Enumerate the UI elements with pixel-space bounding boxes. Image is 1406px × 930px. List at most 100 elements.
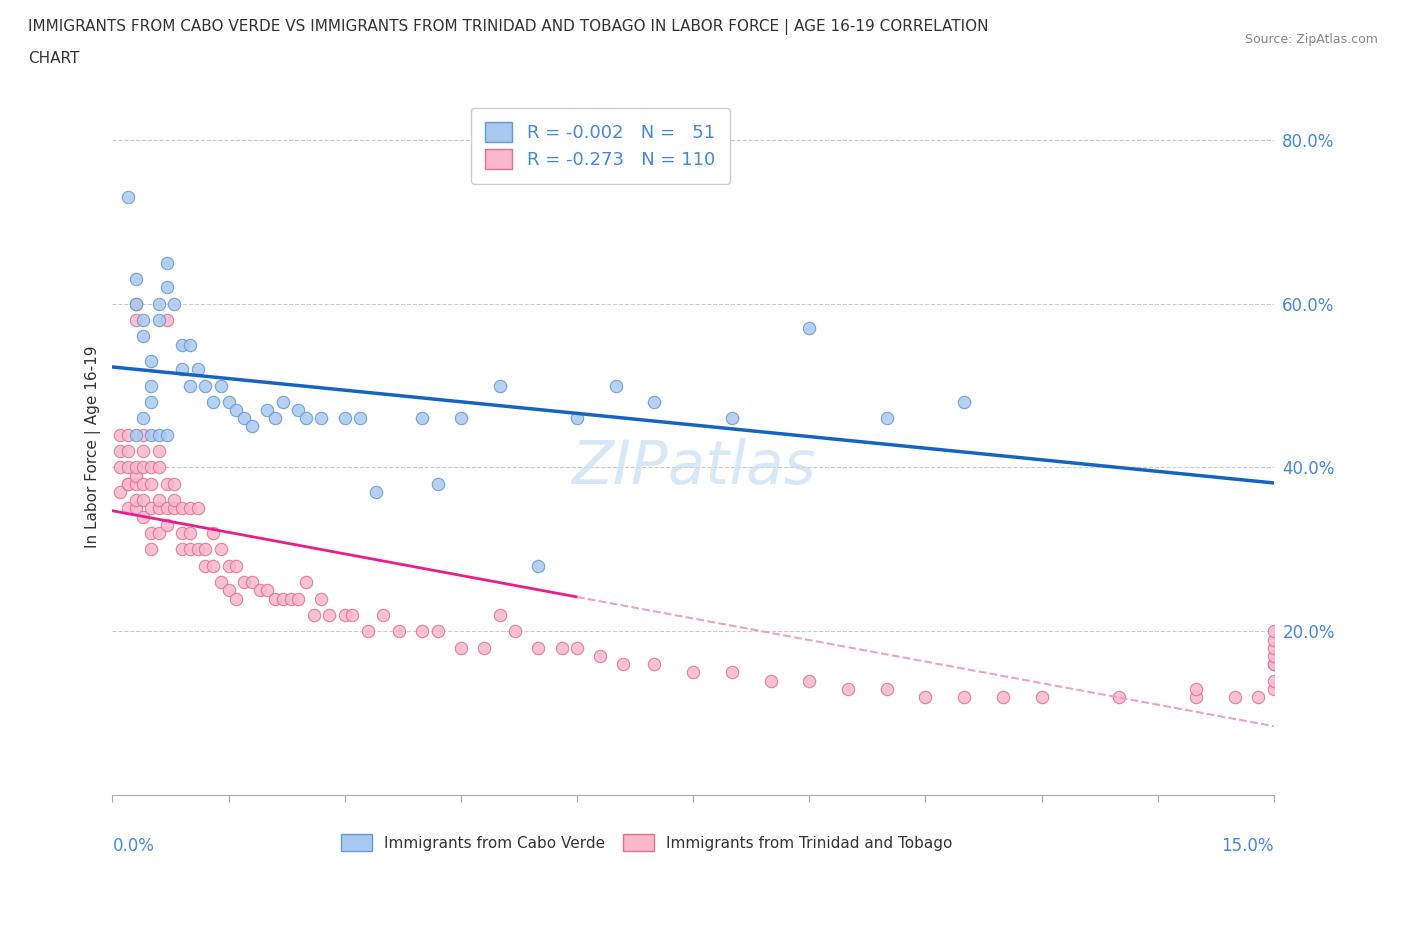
Point	[139, 394, 162, 409]
Point	[163, 296, 186, 311]
Point	[349, 411, 371, 426]
Point	[527, 558, 550, 573]
Point	[139, 501, 162, 516]
Point	[1185, 682, 1208, 697]
Point	[411, 624, 433, 639]
Point	[156, 427, 179, 442]
Point	[132, 510, 155, 525]
Point	[132, 411, 155, 426]
Point	[271, 394, 294, 409]
Point	[333, 411, 356, 426]
Point	[799, 321, 821, 336]
Point	[124, 296, 146, 311]
Point	[759, 673, 782, 688]
Point	[342, 607, 364, 622]
Point	[156, 312, 179, 327]
Point	[565, 411, 588, 426]
Legend: Immigrants from Cabo Verde, Immigrants from Trinidad and Tobago: Immigrants from Cabo Verde, Immigrants f…	[335, 829, 959, 857]
Point	[721, 411, 744, 426]
Point	[1247, 689, 1270, 704]
Point	[156, 517, 179, 532]
Point	[1185, 689, 1208, 704]
Point	[240, 419, 263, 434]
Point	[643, 394, 665, 409]
Point	[488, 607, 510, 622]
Point	[108, 485, 131, 499]
Point	[124, 468, 146, 483]
Point	[194, 379, 217, 393]
Point	[271, 591, 294, 606]
Text: 15.0%: 15.0%	[1222, 837, 1274, 855]
Point	[132, 493, 155, 508]
Point	[148, 312, 170, 327]
Y-axis label: In Labor Force | Age 16-19: In Labor Force | Age 16-19	[86, 346, 101, 548]
Point	[256, 583, 278, 598]
Point	[876, 411, 898, 426]
Point	[249, 583, 271, 598]
Point	[156, 476, 179, 491]
Point	[179, 379, 201, 393]
Point	[565, 640, 588, 655]
Point	[612, 657, 634, 671]
Point	[333, 607, 356, 622]
Point	[117, 501, 139, 516]
Point	[179, 337, 201, 352]
Point	[225, 591, 247, 606]
Point	[233, 575, 256, 590]
Point	[991, 689, 1014, 704]
Text: IMMIGRANTS FROM CABO VERDE VS IMMIGRANTS FROM TRINIDAD AND TOBAGO IN LABOR FORCE: IMMIGRANTS FROM CABO VERDE VS IMMIGRANTS…	[28, 19, 988, 34]
Point	[388, 624, 411, 639]
Point	[124, 272, 146, 286]
Point	[148, 427, 170, 442]
Point	[472, 640, 495, 655]
Point	[117, 190, 139, 205]
Point	[148, 501, 170, 516]
Point	[179, 525, 201, 540]
Point	[148, 525, 170, 540]
Point	[139, 525, 162, 540]
Point	[1108, 689, 1130, 704]
Point	[953, 394, 976, 409]
Point	[163, 501, 186, 516]
Point	[1263, 682, 1285, 697]
Point	[132, 427, 155, 442]
Point	[876, 682, 898, 697]
Point	[527, 640, 550, 655]
Point	[488, 379, 510, 393]
Point	[124, 476, 146, 491]
Point	[605, 379, 627, 393]
Point	[1263, 632, 1285, 647]
Point	[450, 640, 472, 655]
Point	[163, 476, 186, 491]
Point	[1263, 657, 1285, 671]
Point	[799, 673, 821, 688]
Point	[187, 542, 209, 557]
Point	[124, 501, 146, 516]
Point	[172, 525, 194, 540]
Point	[139, 542, 162, 557]
Point	[218, 394, 240, 409]
Point	[1031, 689, 1053, 704]
Point	[225, 558, 247, 573]
Point	[225, 403, 247, 418]
Point	[373, 607, 395, 622]
Point	[132, 460, 155, 475]
Point	[156, 255, 179, 270]
Point	[124, 460, 146, 475]
Point	[148, 493, 170, 508]
Point	[202, 525, 225, 540]
Point	[108, 444, 131, 458]
Point	[295, 575, 318, 590]
Point	[589, 648, 612, 663]
Text: CHART: CHART	[28, 51, 80, 66]
Point	[311, 411, 333, 426]
Point	[1263, 624, 1285, 639]
Point	[124, 296, 146, 311]
Point	[202, 394, 225, 409]
Point	[148, 460, 170, 475]
Point	[132, 476, 155, 491]
Point	[117, 427, 139, 442]
Point	[209, 379, 232, 393]
Point	[194, 558, 217, 573]
Point	[643, 657, 665, 671]
